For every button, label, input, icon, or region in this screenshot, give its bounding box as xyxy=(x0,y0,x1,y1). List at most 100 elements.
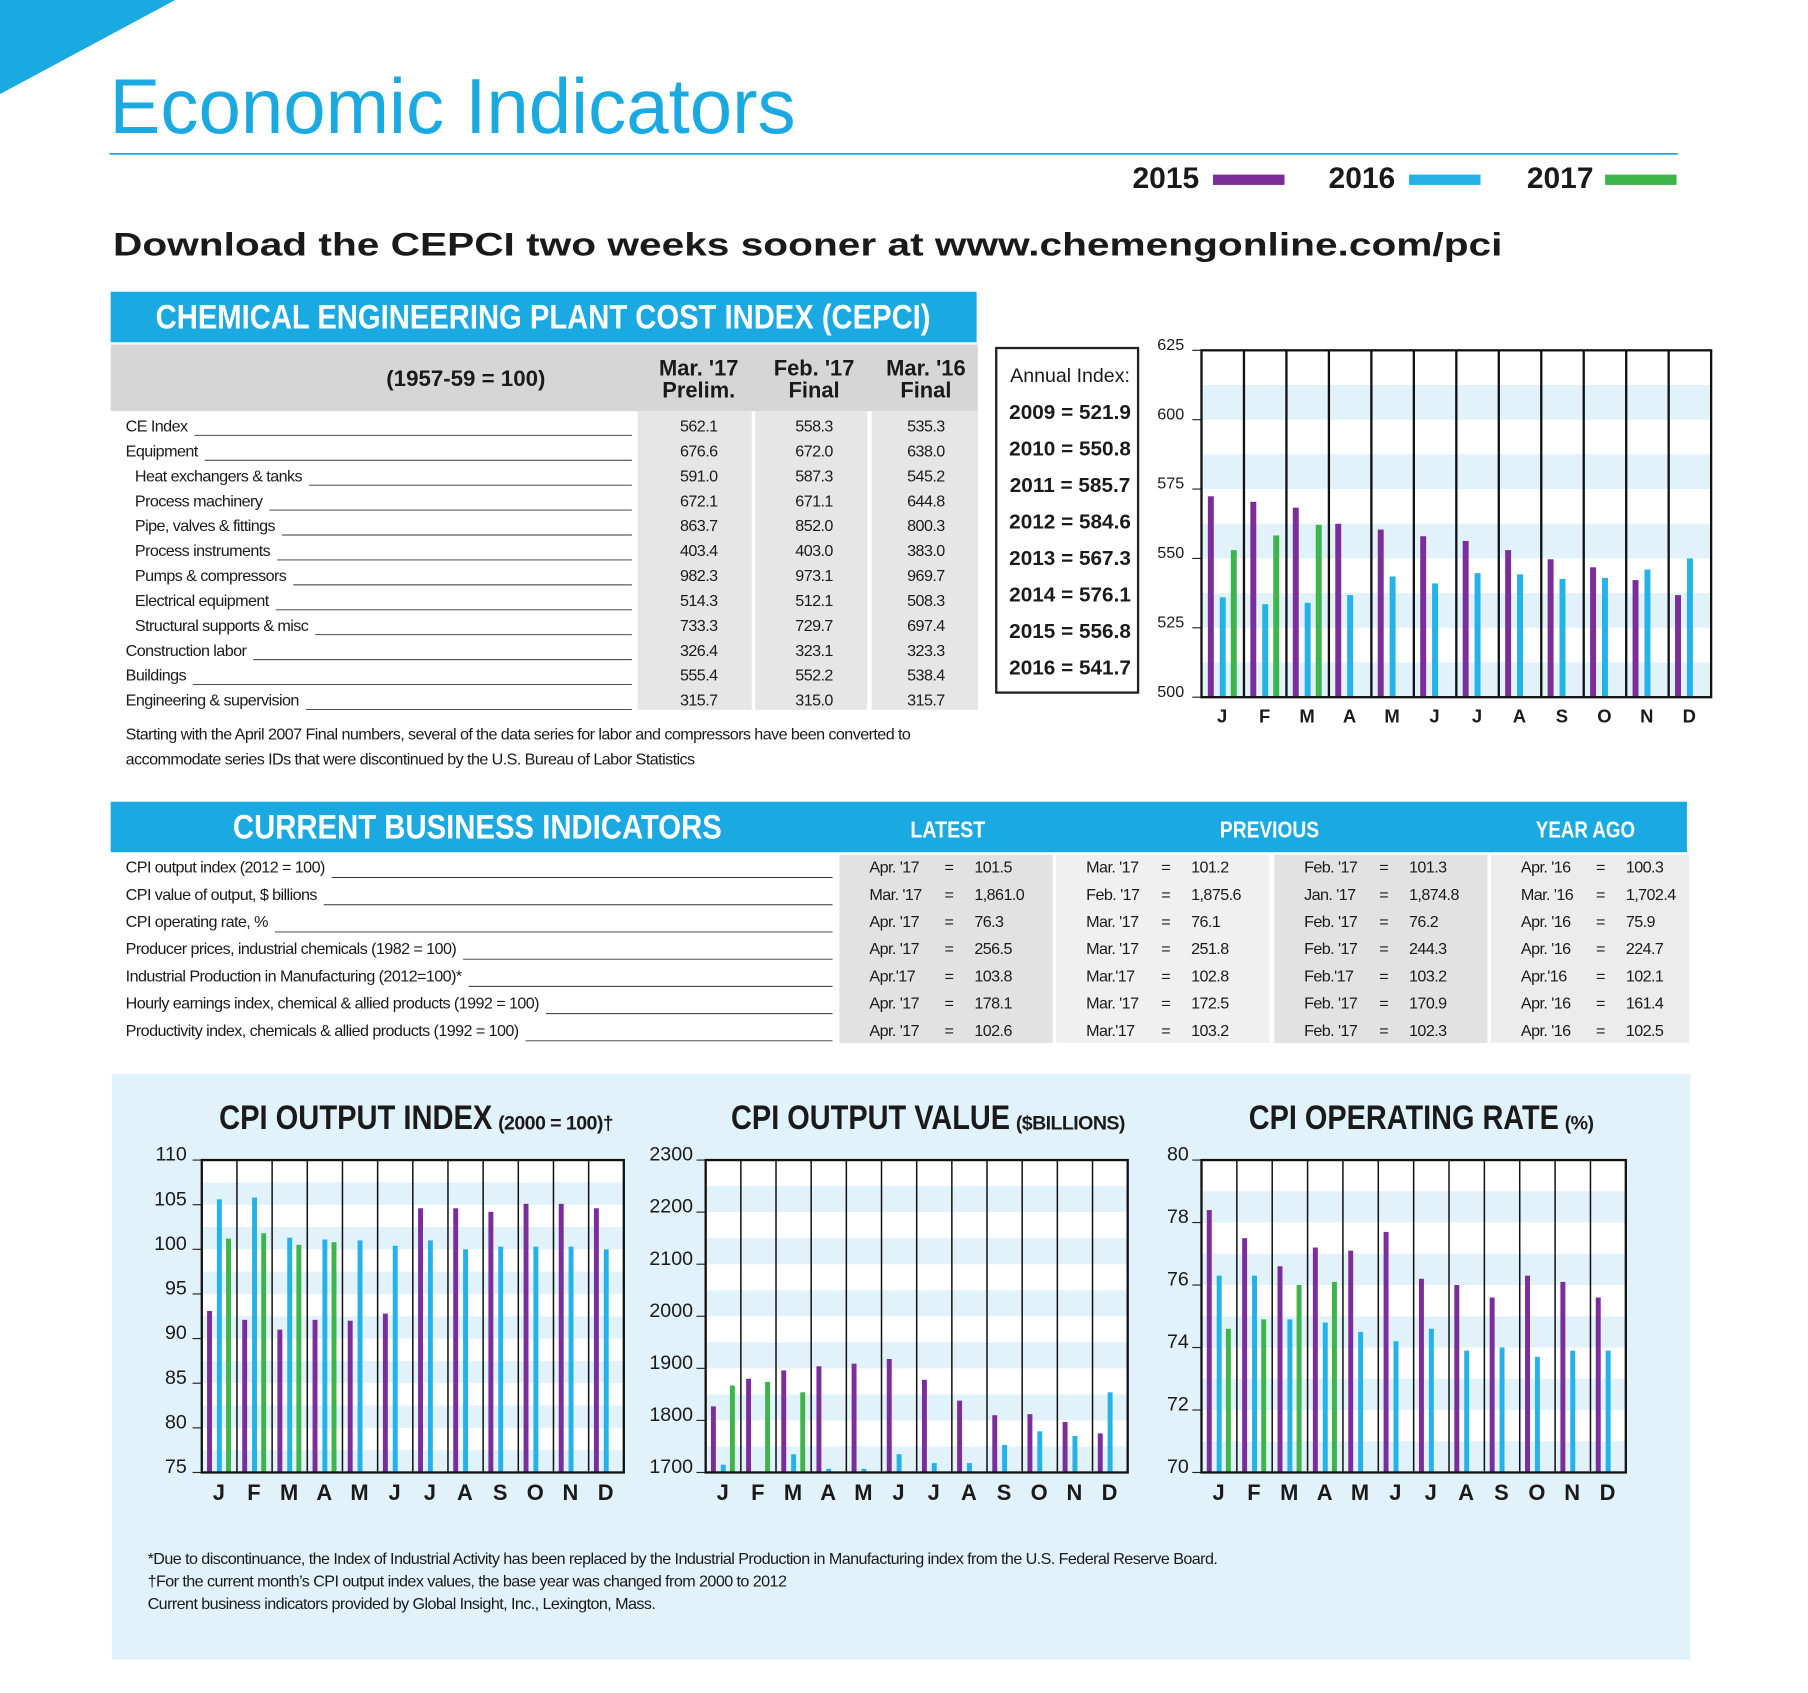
cell-equals: = xyxy=(1379,886,1388,904)
plot-frame xyxy=(1200,349,1713,699)
x-tick-label: M xyxy=(350,1480,369,1505)
bar xyxy=(533,1246,539,1473)
cell-value: 508.3 xyxy=(907,592,945,610)
y-tick-label: 500 xyxy=(1157,683,1184,701)
bar xyxy=(1287,1319,1293,1473)
y-tick-label: 110 xyxy=(156,1144,187,1166)
bar xyxy=(427,1240,433,1473)
bar xyxy=(1517,574,1523,698)
cell-value: 102.8 xyxy=(1191,967,1229,985)
bar xyxy=(1428,1328,1434,1473)
cell-value: 102.6 xyxy=(974,1022,1012,1040)
cell-value: 555.4 xyxy=(680,667,718,685)
bar xyxy=(1027,1414,1033,1473)
annual-entry: 2013 = 567.3 xyxy=(1009,547,1131,570)
cell-value: 244.3 xyxy=(1409,940,1447,958)
y-tick-label: 105 xyxy=(154,1188,187,1210)
x-tick-label: O xyxy=(1528,1480,1546,1505)
x-tick-label: J xyxy=(1217,706,1228,727)
bar xyxy=(1644,569,1651,698)
bar xyxy=(1097,1433,1103,1473)
cell-value: 552.2 xyxy=(795,667,833,685)
bar xyxy=(453,1208,459,1473)
cell-period: Feb. '17 xyxy=(1304,940,1358,958)
cell-value: 100.3 xyxy=(1626,859,1664,877)
bar xyxy=(886,1358,892,1473)
cell-value: 1,702.4 xyxy=(1626,886,1676,904)
x-tick-label: O xyxy=(527,1480,545,1505)
chart-title: CPI OUTPUT VALUE xyxy=(731,1099,1010,1137)
cell-equals: = xyxy=(1596,940,1605,958)
bar xyxy=(1347,595,1354,698)
column-background xyxy=(871,411,978,710)
cell-value: 251.8 xyxy=(1191,940,1229,958)
bar xyxy=(1389,576,1396,698)
annual-entry: 2009 = 521.9 xyxy=(1009,401,1131,424)
cell-value: 224.7 xyxy=(1626,940,1664,958)
x-tick-label: N xyxy=(1640,706,1654,727)
cell-period: Apr. '17 xyxy=(869,859,919,877)
annual-index-box xyxy=(995,346,1140,694)
bar xyxy=(1534,1356,1540,1473)
x-tick-label: M xyxy=(280,1480,299,1505)
x-tick-label: D xyxy=(1102,1480,1119,1505)
x-tick-label: N xyxy=(563,1480,580,1505)
cell-period: Feb.'17 xyxy=(1304,967,1354,985)
row-label: Industrial Production in Manufacturing (… xyxy=(126,967,463,985)
bar xyxy=(287,1237,293,1473)
column-header: Mar. '16 xyxy=(886,356,965,381)
y-tick-label: 2200 xyxy=(649,1196,693,1218)
annual-entry: 2016 = 541.7 xyxy=(1009,657,1131,680)
cell-value: 676.6 xyxy=(680,442,718,460)
bar xyxy=(1418,1278,1424,1473)
cell-period: Mar. '17 xyxy=(869,886,922,904)
page-title: Economic Indicators xyxy=(110,62,796,150)
bar xyxy=(1590,567,1597,698)
bar xyxy=(261,1233,267,1473)
cell-value: 672.0 xyxy=(795,442,833,460)
bar xyxy=(1464,1350,1470,1473)
x-tick-label: S xyxy=(493,1480,509,1505)
cell-period: Mar. '17 xyxy=(1086,913,1139,931)
cell-period: Apr.'16 xyxy=(1521,967,1567,985)
cell-value: 852.0 xyxy=(795,517,833,535)
cell-value: 315.7 xyxy=(680,692,718,710)
row-label: Pipe, valves & fittings xyxy=(135,517,276,535)
bar xyxy=(1037,1431,1043,1473)
table-title: CURRENT BUSINESS INDICATORS xyxy=(233,808,722,846)
cell-value: 383.0 xyxy=(907,542,945,560)
bar xyxy=(1062,1421,1068,1473)
row-label: Equipment xyxy=(126,442,199,460)
row-label: Producer prices, industrial chemicals (1… xyxy=(126,940,457,958)
cell-value: 969.7 xyxy=(907,567,945,585)
bar xyxy=(1225,1328,1231,1473)
bar xyxy=(1292,507,1299,698)
cell-equals: = xyxy=(945,913,954,931)
bar xyxy=(1273,535,1280,698)
cell-equals: = xyxy=(1161,859,1170,877)
cell-equals: = xyxy=(1379,940,1388,958)
x-tick-label: J xyxy=(1425,1480,1438,1505)
bar xyxy=(1107,1392,1113,1473)
legend-swatch xyxy=(1213,174,1285,185)
bar xyxy=(382,1313,388,1473)
bar xyxy=(1601,577,1608,698)
bar xyxy=(1559,578,1566,698)
plot-frame xyxy=(200,1158,625,1474)
y-tick-label: 550 xyxy=(1157,544,1184,562)
cell-value: 256.5 xyxy=(974,940,1012,958)
chart-subtitle: (2000 = 100)† xyxy=(498,1113,613,1135)
annual-entry: 2011 = 585.7 xyxy=(1010,474,1131,497)
footnote: †For the current month’s CPI output inde… xyxy=(148,1572,787,1590)
bar xyxy=(1242,1238,1248,1473)
x-tick-label: J xyxy=(1472,706,1483,727)
x-tick-label: A xyxy=(1458,1480,1475,1505)
cell-equals: = xyxy=(1161,913,1170,931)
cell-value: 800.3 xyxy=(907,517,945,535)
cell-equals: = xyxy=(1379,995,1388,1013)
row-label: Productivity index, chemicals & allied p… xyxy=(126,1022,519,1040)
cell-period: Apr. '17 xyxy=(869,1022,919,1040)
cell-value: 733.3 xyxy=(680,617,718,635)
bar xyxy=(1348,1250,1354,1473)
cell-value: 697.4 xyxy=(907,617,945,635)
